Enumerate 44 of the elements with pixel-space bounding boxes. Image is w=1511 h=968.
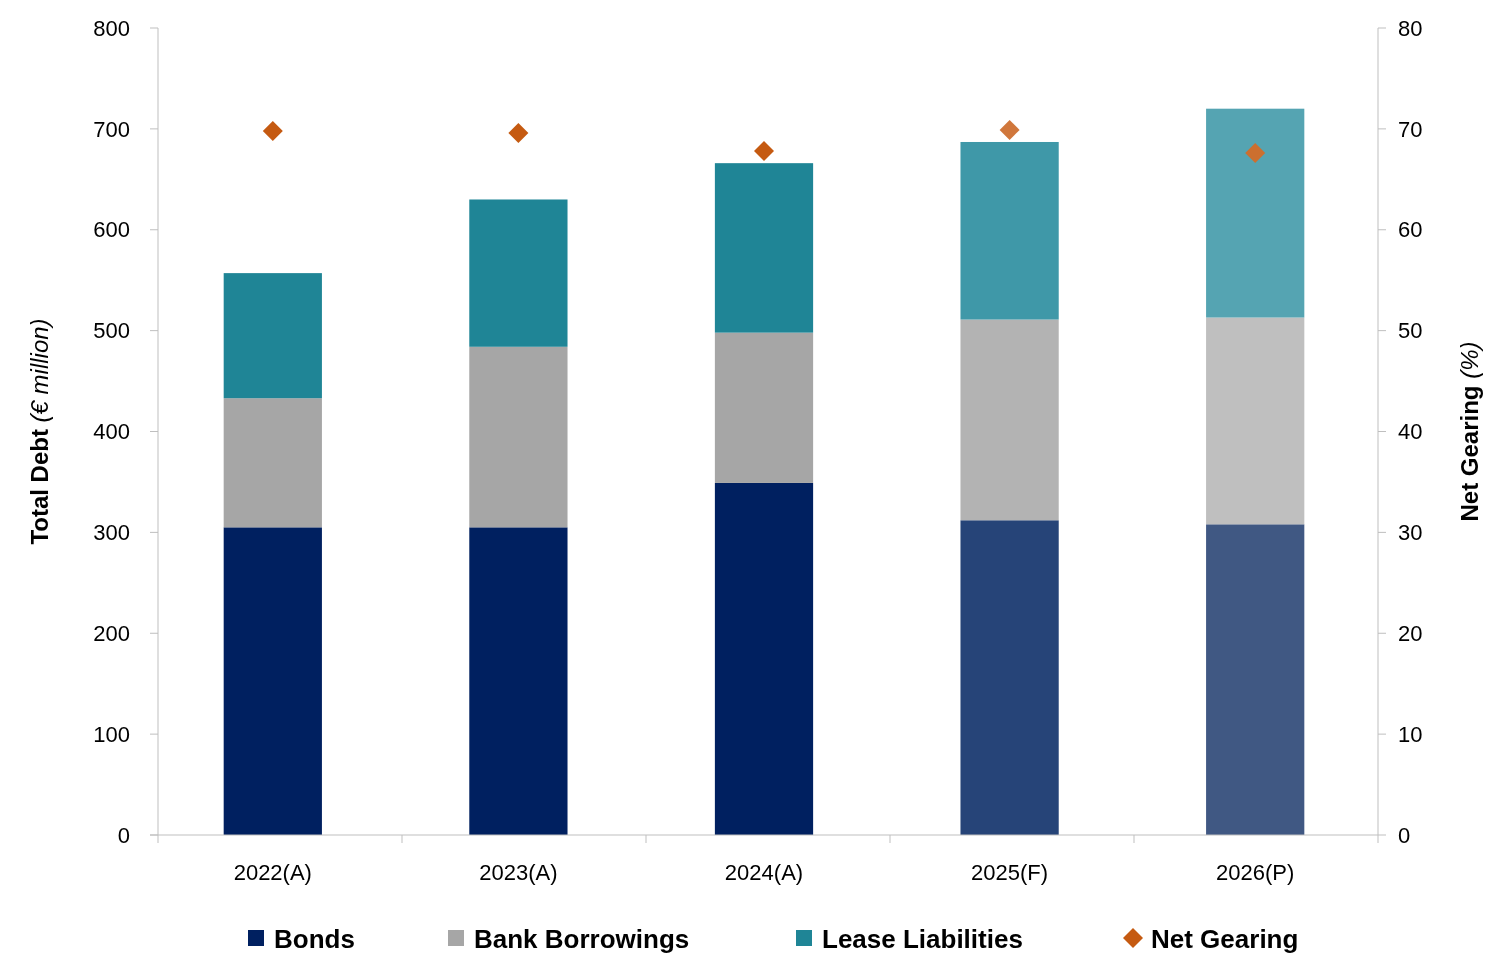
bar (960, 319, 1059, 521)
y-axis-title: Total Debt (€ million) (26, 318, 53, 545)
bar (469, 527, 568, 835)
legend-label: Bonds (274, 924, 355, 954)
bar (469, 199, 568, 347)
y-tick-label: 700 (93, 116, 130, 142)
y-tick-label: 100 (93, 721, 130, 747)
bar (223, 398, 322, 528)
y-tick-label: 600 (93, 217, 130, 243)
y-tick-label: 500 (93, 318, 130, 344)
bar (714, 163, 814, 333)
y-tick-label: 400 (93, 419, 130, 445)
bar (223, 527, 322, 835)
x-tick-label: 2026(P) (1216, 860, 1295, 885)
y2-tick-label: 40 (1398, 419, 1423, 445)
y2-tick-label: 20 (1398, 620, 1423, 646)
x-tick-label: 2023(A) (479, 860, 558, 885)
y2-tick-label: 10 (1398, 721, 1423, 747)
y2-tick-label: 80 (1398, 15, 1423, 41)
y2-tick-label: 70 (1398, 116, 1423, 142)
x-tick-label: 2022(A) (233, 860, 312, 885)
bar (223, 273, 322, 399)
legend-label: Net Gearing (1151, 924, 1299, 954)
bar (1206, 108, 1305, 318)
bar (960, 141, 1059, 320)
legend-label: Lease Liabilities (822, 924, 1023, 954)
x-tick-label: 2025(F) (971, 860, 1049, 885)
y2-axis-title: Net Gearing (%) (1456, 341, 1483, 522)
y-tick-label: 0 (117, 822, 130, 848)
y2-tick-label: 30 (1398, 520, 1423, 546)
bar (469, 346, 568, 528)
y-tick-label: 200 (93, 620, 130, 646)
bar (960, 520, 1059, 835)
x-tick-label: 2024(A) (724, 860, 804, 885)
bar (1206, 524, 1305, 835)
y2-tick-label: 60 (1398, 217, 1423, 243)
y2-tick-label: 50 (1398, 318, 1423, 344)
legend-label: Bank Borrowings (474, 924, 690, 954)
bar (1206, 317, 1305, 525)
bar (714, 482, 814, 835)
y2-tick-label: 0 (1398, 822, 1411, 848)
y-tick-label: 300 (93, 520, 130, 546)
y-tick-label: 800 (93, 15, 130, 41)
bar (714, 332, 814, 483)
